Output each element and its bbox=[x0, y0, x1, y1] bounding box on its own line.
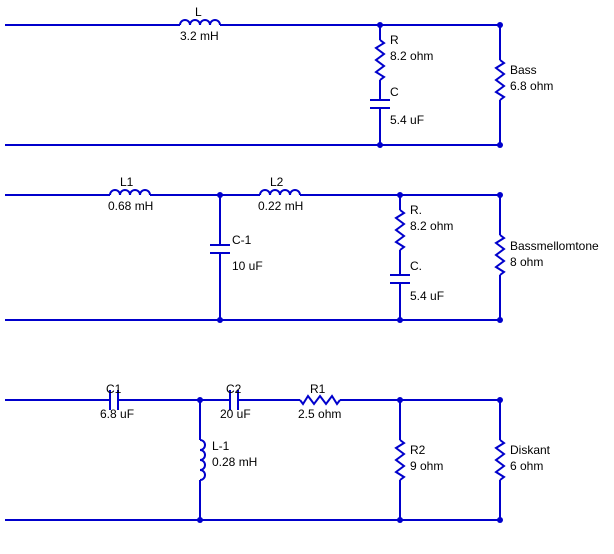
resistor-value: 2.5 ohm bbox=[298, 407, 341, 421]
load-value: 6 ohm bbox=[510, 459, 543, 473]
resistor-value: 8.2 ohm bbox=[410, 219, 453, 233]
capacitor-icon bbox=[210, 245, 230, 253]
inductor-icon bbox=[260, 190, 300, 195]
capacitor-value: 6.8 uF bbox=[100, 407, 134, 421]
resistor-icon bbox=[496, 440, 504, 480]
inductor-value: 3.2 mH bbox=[180, 29, 219, 43]
resistor-name: R. bbox=[410, 203, 422, 217]
resistor-name: R bbox=[390, 33, 399, 47]
inductor-name: L2 bbox=[270, 175, 284, 189]
circuit-diagram: L 3.2 mH R 8.2 ohm C 5.4 uF Bass 6.8 ohm… bbox=[0, 0, 614, 554]
load-value: 6.8 ohm bbox=[510, 79, 553, 93]
capacitor-value: 5.4 uF bbox=[410, 289, 444, 303]
capacitor-value: 20 uF bbox=[220, 407, 251, 421]
circuit-diskant: C1 6.8 uF C2 20 uF R1 2.5 ohm L-1 0.28 m… bbox=[5, 382, 551, 523]
inductor-value: 0.22 mH bbox=[258, 199, 303, 213]
resistor-icon bbox=[376, 40, 384, 80]
load-name: Diskant bbox=[510, 443, 551, 457]
circuit-bassmellomtone: L1 0.68 mH L2 0.22 mH C-1 10 uF R. 8.2 o… bbox=[5, 175, 599, 323]
capacitor-icon bbox=[370, 100, 390, 108]
inductor-icon bbox=[180, 20, 220, 25]
load-value: 8 ohm bbox=[510, 255, 543, 269]
capacitor-name: C bbox=[390, 85, 399, 99]
inductor-icon bbox=[200, 440, 205, 480]
resistor-name: R1 bbox=[310, 382, 326, 396]
resistor-icon bbox=[396, 210, 404, 250]
inductor-icon bbox=[110, 190, 150, 195]
inductor-value: 0.68 mH bbox=[108, 199, 153, 213]
capacitor-value: 10 uF bbox=[232, 259, 263, 273]
resistor-icon bbox=[496, 60, 504, 100]
resistor-icon bbox=[300, 396, 340, 404]
resistor-name: R2 bbox=[410, 443, 426, 457]
capacitor-name: C-1 bbox=[232, 233, 252, 247]
capacitor-value: 5.4 uF bbox=[390, 113, 424, 127]
inductor-name: L-1 bbox=[212, 439, 230, 453]
resistor-icon bbox=[396, 440, 404, 480]
capacitor-icon bbox=[390, 275, 410, 283]
inductor-name: L bbox=[195, 5, 202, 19]
inductor-value: 0.28 mH bbox=[212, 455, 257, 469]
capacitor-name: C. bbox=[410, 259, 422, 273]
load-name: Bassmellomtone bbox=[510, 239, 599, 253]
inductor-name: L1 bbox=[120, 175, 134, 189]
resistor-icon bbox=[496, 235, 504, 275]
circuit-bass: L 3.2 mH R 8.2 ohm C 5.4 uF Bass 6.8 ohm bbox=[5, 5, 553, 148]
capacitor-name: C2 bbox=[226, 382, 242, 396]
resistor-value: 9 ohm bbox=[410, 459, 443, 473]
load-name: Bass bbox=[510, 63, 537, 77]
resistor-value: 8.2 ohm bbox=[390, 49, 433, 63]
capacitor-name: C1 bbox=[106, 382, 122, 396]
